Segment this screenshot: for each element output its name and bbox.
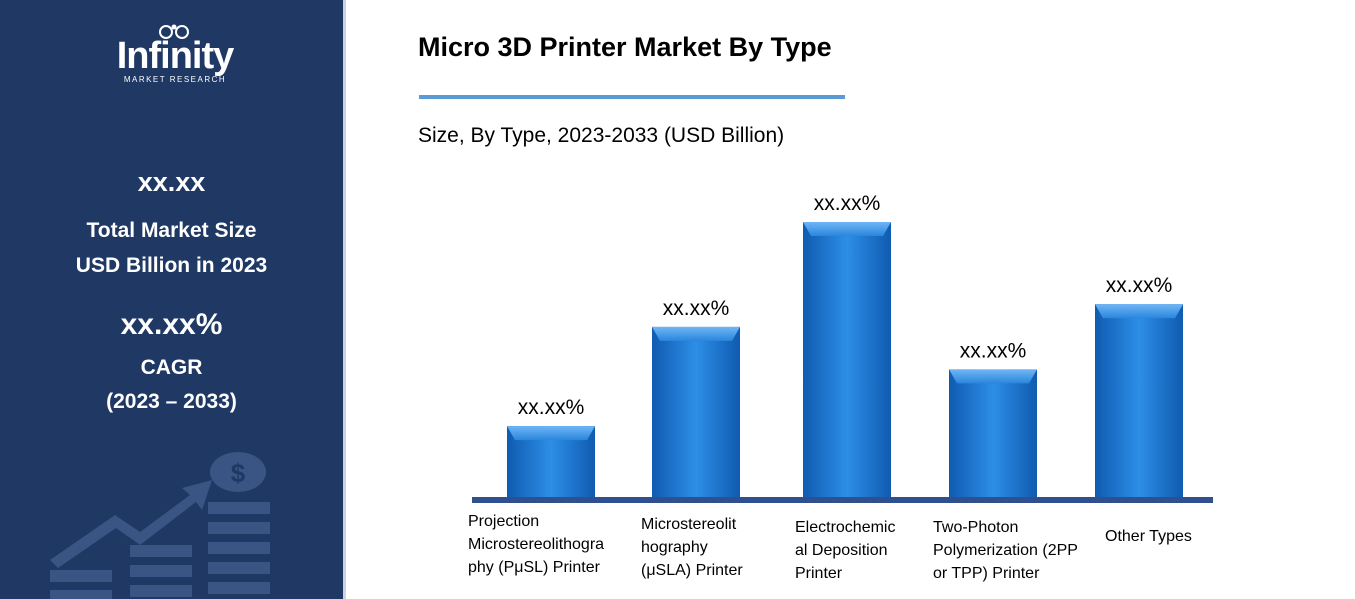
growth-chart-decoration: $: [50, 452, 270, 599]
chart-subtitle: Size, By Type, 2023-2033 (USD Billion): [418, 124, 785, 147]
market-size-value: xx.xx: [137, 167, 206, 197]
data-label-2: xx.xx%: [663, 297, 730, 320]
logo-deco-icon: [159, 24, 189, 39]
data-label-3: xx.xx%: [814, 192, 881, 215]
category-label-line: hography: [641, 539, 708, 556]
market-size-label-line2: USD Billion in 2023: [75, 254, 268, 277]
bar-cap-3: [803, 222, 891, 236]
cagr-label: CAGR: [140, 356, 203, 379]
brand-logo: Infinity MARKET RESEARCH: [100, 24, 250, 90]
category-label-line: or TPP) Printer: [933, 565, 1040, 582]
category-label-3: Electrochemic al Deposition Printer: [795, 516, 895, 585]
bar-5: [1095, 304, 1183, 497]
bar-cap-5: [1095, 304, 1183, 319]
bar-2: [652, 326, 740, 497]
category-label-line: Two-Photon: [933, 519, 1019, 536]
market-size-label-line1: Total Market Size: [86, 219, 257, 242]
category-label-line: Printer: [795, 565, 843, 582]
data-label-5: xx.xx%: [1106, 274, 1173, 297]
cagr-period: (2023 – 2033): [106, 390, 237, 413]
category-label-line: (μSLA) Printer: [641, 562, 743, 579]
cagr-value: xx.xx%: [120, 308, 223, 341]
category-label-1: Projection Microstereolithogra phy (PμSL) …: [468, 510, 604, 579]
dollar-coin-icon: $: [210, 452, 266, 492]
data-label-1: xx.xx%: [518, 396, 585, 419]
category-label-line: Electrochemic: [795, 519, 896, 536]
category-label-line: al Deposition: [795, 542, 888, 559]
bar-cap-1: [507, 426, 595, 441]
chart-title: Micro 3D Printer Market By Type: [418, 32, 832, 62]
data-label-4: xx.xx%: [960, 339, 1027, 362]
bar-3: [803, 222, 891, 497]
summary-panel: Infinity MARKET RESEARCH xx.xx Total Mar…: [0, 0, 343, 599]
category-label-5: Other Types: [1105, 525, 1192, 548]
x-axis-line: [472, 497, 1213, 503]
brand-name: Infinity: [116, 35, 235, 77]
bar-cap-4: [949, 369, 1037, 384]
panel-divider: [343, 0, 346, 599]
category-label-line: Projection: [468, 513, 540, 530]
category-label-line: phy (PμSL) Printer: [468, 559, 600, 576]
bar-cap-2: [652, 326, 740, 341]
title-underline: [419, 95, 845, 99]
category-label-line: Other Types: [1105, 528, 1192, 545]
category-label-line: Microstereolit: [641, 516, 737, 533]
bar-4: [949, 369, 1037, 497]
category-label-line: Microstereolithogra: [468, 536, 605, 553]
category-label-line: Polymerization (2PP: [933, 542, 1078, 559]
svg-text:$: $: [231, 458, 246, 488]
growth-arrow-icon: [50, 480, 212, 568]
brand-tagline: MARKET RESEARCH: [123, 75, 227, 84]
category-label-2: Microstereolit hography (μSLA) Printer: [641, 513, 743, 582]
category-label-4: Two-Photon Polymerization (2PP or TPP) Pri…: [933, 516, 1078, 585]
bar-1: [507, 426, 595, 497]
